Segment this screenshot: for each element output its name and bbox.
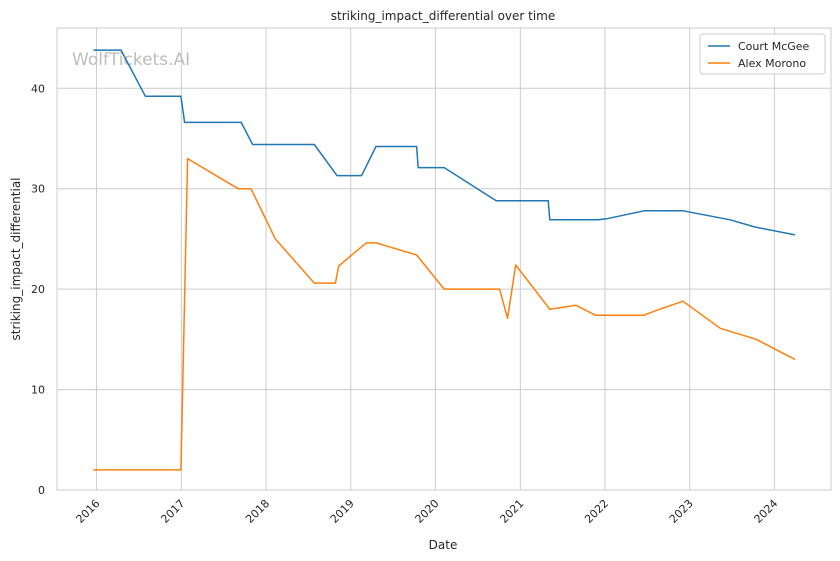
legend: Court McGee Alex Morono: [699, 33, 826, 75]
y-tick-label: 40: [31, 82, 45, 95]
plot-area: WolfTickets.AI: [56, 27, 832, 491]
y-tick-label: 20: [31, 283, 45, 296]
series-lines: [93, 49, 796, 471]
legend-label: Alex Morono: [738, 57, 806, 70]
watermark: WolfTickets.AI: [72, 50, 190, 70]
y-gridlines: [57, 87, 831, 491]
x-gridlines: [95, 28, 775, 490]
chart-title: striking_impact_differential over time: [331, 9, 556, 23]
legend-box: [699, 33, 826, 75]
y-tick-label: 0: [38, 484, 45, 497]
plot-frame: [56, 27, 832, 491]
series-line-1: [93, 49, 796, 236]
y-axis-ticks: 0 10 20 30 40: [31, 82, 45, 497]
y-axis-label: striking_impact_differential: [9, 177, 23, 340]
series-line-2: [93, 157, 796, 471]
y-tick-label: 30: [31, 183, 45, 196]
y-tick-label: 10: [31, 384, 45, 397]
legend-label: Court McGee: [738, 40, 810, 53]
x-axis-label: Date: [429, 538, 458, 552]
